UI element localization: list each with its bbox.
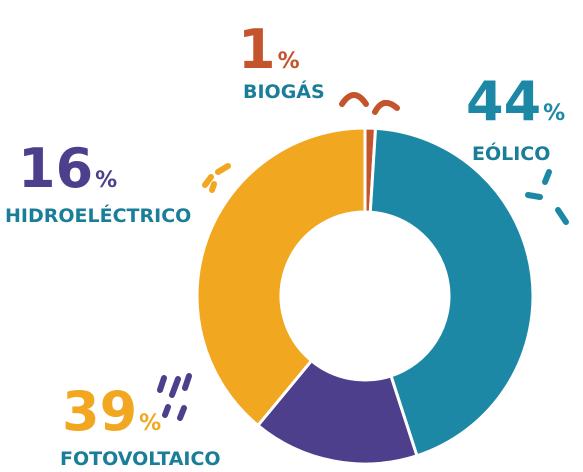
category-label: EÓLICO (472, 141, 550, 165)
category-label: FOTOVOLTAICO (60, 448, 221, 470)
value-label: 16 (18, 137, 93, 200)
unit-label: % (543, 101, 565, 126)
squiggle (205, 166, 228, 190)
squiggle (528, 172, 566, 222)
unit-label: % (139, 411, 161, 436)
squiggle (160, 376, 189, 418)
squiggle (375, 103, 397, 112)
chart: 1% BIOGÁS 44% EÓLICO 16% HIDROELÉCTRICO 39% FOT… (0, 0, 583, 472)
unit-label: % (278, 49, 300, 74)
squiggle (342, 95, 366, 104)
category-label: HIDROELÉCTRICO (5, 204, 191, 227)
value-label: 1 (238, 18, 276, 81)
unit-label: % (95, 168, 117, 193)
category-label: BIOGÁS (243, 80, 325, 103)
value-label: 44 (466, 70, 541, 133)
value-label: 39 (62, 380, 137, 443)
